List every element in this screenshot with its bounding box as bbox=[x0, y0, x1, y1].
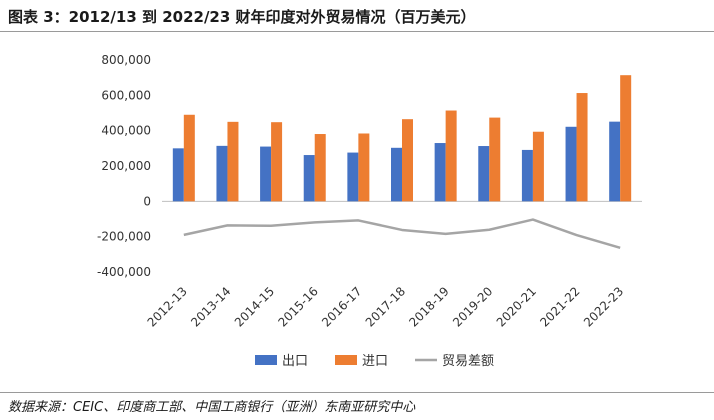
x-tick-label: 2020-21 bbox=[494, 284, 539, 329]
export-bar-2017-18 bbox=[391, 147, 402, 202]
balance-line-group bbox=[183, 218, 621, 249]
y-tick-label: 400,000 bbox=[101, 124, 151, 138]
export-bar-2016-17 bbox=[347, 152, 359, 202]
import-bar-2015-16 bbox=[314, 134, 326, 202]
import-bar-2019-20 bbox=[489, 117, 501, 202]
source-note: 数据来源：CEIC、印度商工部、中国工商银行（亚洲）东南亚研究中心 bbox=[8, 400, 416, 415]
import-bar-2018-19 bbox=[445, 110, 457, 202]
export-bar-2021-22 bbox=[565, 126, 577, 202]
import-bar-2022-23 bbox=[620, 75, 632, 202]
legend: 出口 进口 贸易差额 bbox=[255, 354, 494, 369]
y-tick-label: 200,000 bbox=[101, 159, 151, 173]
x-tick-label: 2015-16 bbox=[275, 284, 320, 329]
x-tick-label: 2018-19 bbox=[406, 284, 451, 329]
trade-balance-line bbox=[183, 218, 621, 249]
import-bar-2016-17 bbox=[358, 133, 370, 202]
import-bar-2017-18 bbox=[402, 119, 413, 202]
x-tick-label: 2017-18 bbox=[363, 284, 408, 329]
export-bar-2018-19 bbox=[434, 143, 446, 202]
x-tick-label: 2019-20 bbox=[450, 284, 495, 329]
import-bar-2014-15 bbox=[271, 122, 283, 202]
export-bar-2019-20 bbox=[478, 146, 490, 202]
chart-area: 800,000 600,000 400,000 200,000 0 -200,000 -40… bbox=[0, 40, 714, 390]
y-tick-label: 600,000 bbox=[101, 88, 151, 102]
bars-group bbox=[172, 75, 632, 202]
title-divider bbox=[0, 31, 714, 32]
import-bar-2012-13 bbox=[183, 114, 195, 202]
trade-chart: 800,000 600,000 400,000 200,000 0 -200,000 -40… bbox=[97, 53, 642, 369]
export-bar-2012-13 bbox=[172, 148, 184, 202]
export-bar-2015-16 bbox=[303, 155, 315, 202]
import-bar-2020-21 bbox=[532, 131, 544, 202]
y-tick-label: -400,000 bbox=[97, 265, 151, 279]
x-tick-label: 2014-15 bbox=[232, 284, 277, 329]
legend-label: 进口 bbox=[362, 354, 388, 369]
legend-label: 贸易差额 bbox=[442, 354, 494, 369]
import-bar-2021-22 bbox=[576, 93, 588, 202]
chart-title: 图表 3：2012/13 到 2022/23 财年印度对外贸易情况（百万美元） bbox=[8, 8, 476, 26]
footer-divider bbox=[0, 392, 714, 393]
export-bar-2013-14 bbox=[216, 145, 228, 202]
y-tick-label: -200,000 bbox=[97, 230, 151, 244]
x-tick-label: 2022-23 bbox=[581, 284, 626, 329]
x-tick-label: 2012-13 bbox=[145, 284, 190, 329]
y-tick-label: 800,000 bbox=[101, 53, 151, 67]
legend-swatch bbox=[255, 355, 277, 365]
axes-group: 800,000 600,000 400,000 200,000 0 -200,000 -40… bbox=[97, 53, 642, 279]
y-tick-label: 0 bbox=[143, 194, 151, 208]
x-tick-label: 2016-17 bbox=[319, 284, 364, 329]
x-tick-label: 2021-22 bbox=[537, 284, 582, 329]
legend-label: 出口 bbox=[282, 354, 308, 369]
export-bar-2022-23 bbox=[609, 121, 621, 202]
x-tick-label: 2013-14 bbox=[188, 284, 233, 329]
import-bar-2013-14 bbox=[227, 121, 239, 202]
x-tick-labels: 2012-132013-142014-152015-162016-172017-… bbox=[145, 284, 627, 329]
export-bar-2020-21 bbox=[521, 149, 533, 202]
legend-swatch bbox=[335, 355, 357, 365]
export-bar-2014-15 bbox=[260, 146, 272, 202]
